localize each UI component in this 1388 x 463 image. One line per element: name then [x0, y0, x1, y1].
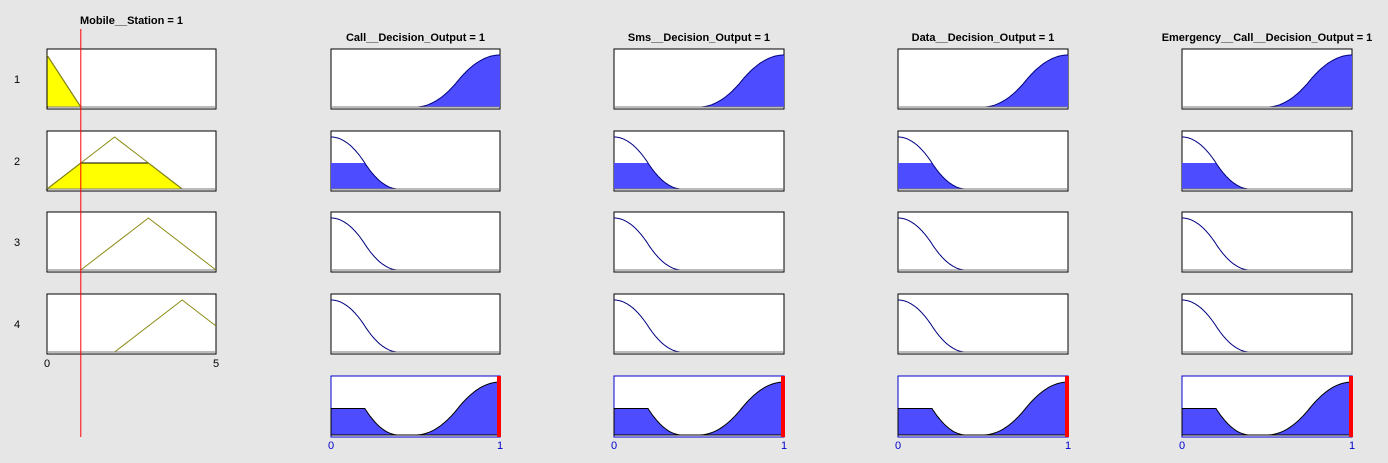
output-mf-curve — [331, 299, 399, 353]
output-tick-min: 0 — [895, 440, 901, 452]
output-tick-max: 1 — [1065, 440, 1071, 452]
output-mf-panel — [613, 293, 785, 355]
output-mf-curve — [331, 217, 399, 271]
output-tick-max: 1 — [781, 440, 787, 452]
output-fired-area — [898, 55, 1068, 107]
output-fired-area — [1182, 55, 1352, 107]
input-title: Mobile__Station = 1 — [80, 15, 183, 27]
output-mf-curve — [614, 299, 682, 353]
output-fired-area — [1182, 163, 1352, 189]
output-mf-panel — [1181, 211, 1353, 273]
rule-number: 4 — [14, 319, 20, 331]
output-tick-max: 1 — [1349, 440, 1355, 452]
output-mf-curve — [699, 54, 784, 108]
output-mf-curve — [614, 217, 682, 271]
output-title: Emergency__Call__Decision_Output = 1 — [1162, 32, 1373, 44]
output-mf-panel — [330, 211, 501, 273]
output-mf-curve — [415, 54, 500, 108]
rule-number: 2 — [14, 156, 20, 168]
output-tick-max: 1 — [497, 440, 503, 452]
input-mf-panel — [46, 293, 217, 355]
input-tick-min: 0 — [44, 358, 50, 370]
output-tick-min: 0 — [1179, 440, 1185, 452]
output-title: Call__Decision_Output = 1 — [346, 32, 485, 44]
output-title: Data__Decision_Output = 1 — [912, 32, 1055, 44]
output-mf-curve — [331, 136, 399, 190]
output-tick-min: 0 — [328, 440, 334, 452]
rule-number: 1 — [14, 74, 20, 86]
indicator-lines — [80, 29, 1353, 437]
output-fired-area — [898, 163, 1068, 189]
input-mf-curve — [46, 136, 183, 190]
input-tick-max: 5 — [213, 358, 219, 370]
aggregate-area — [1181, 381, 1353, 436]
output-mf-curve — [1267, 54, 1352, 108]
input-mf-curve — [46, 54, 82, 108]
output-mf-curve — [898, 299, 966, 353]
aggregate-area — [897, 381, 1069, 436]
output-mf-panel — [897, 211, 1069, 273]
aggregate-area — [613, 381, 785, 436]
aggregate-area — [330, 381, 501, 436]
rule-number: 3 — [14, 237, 20, 249]
output-tick-min: 0 — [611, 440, 617, 452]
output-mf-panel — [1181, 293, 1353, 355]
input-mf-curve — [80, 217, 217, 271]
output-mf-curve — [1182, 299, 1250, 353]
output-mf-curve — [614, 136, 682, 190]
output-mf-curve — [1182, 136, 1250, 190]
output-mf-panel — [613, 211, 785, 273]
input-mf-curve — [114, 299, 217, 353]
output-fired-area — [331, 163, 500, 189]
labels: Mobile__Station = 1 1 2 3 4 0 5 Call__Decision_… — [14, 15, 1372, 452]
output-mf-curve — [1182, 217, 1250, 271]
input-mf-panel — [46, 211, 217, 273]
output-mf-curve — [898, 136, 966, 190]
output-mf-curve — [898, 217, 966, 271]
output-mf-panel — [330, 293, 501, 355]
output-title: Sms__Decision_Output = 1 — [628, 32, 770, 44]
output-fired-area — [331, 55, 500, 107]
output-mf-panel — [897, 293, 1069, 355]
output-mf-curve — [983, 54, 1068, 108]
output-fired-area — [614, 163, 784, 189]
output-fired-area — [614, 55, 784, 107]
output-mf-panel — [613, 130, 785, 192]
